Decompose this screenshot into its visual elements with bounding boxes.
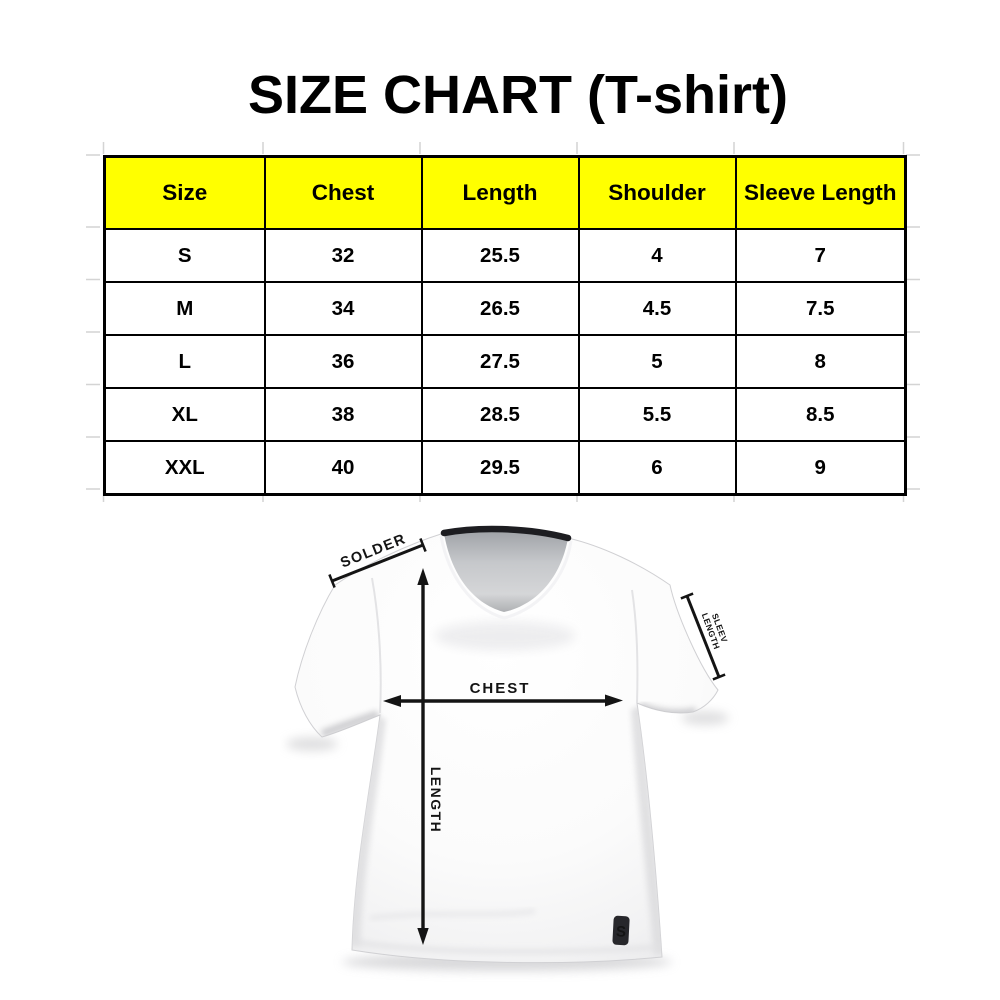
cell-sleeve-length: 7.5 <box>734 281 907 336</box>
neck-opening <box>444 529 568 612</box>
cell-length: 27.5 <box>420 334 580 389</box>
cell-shoulder: 5.5 <box>577 387 737 442</box>
table-row-xxl: XXL 40 29.5 6 9 <box>103 440 907 496</box>
length-arrow <box>417 568 429 945</box>
table-row-l: L 36 27.5 5 8 <box>103 334 907 389</box>
page-title: SIZE CHART (T-shirt) <box>248 65 788 125</box>
cell-length: 26.5 <box>420 281 580 336</box>
column-header-size: Size <box>103 155 266 230</box>
sleeve-label: SLEEV LENGTH <box>700 612 730 651</box>
cell-size: XXL <box>103 440 266 496</box>
shoulder-measure-line <box>328 538 427 588</box>
neckline-rim <box>439 535 573 620</box>
cell-chest: 38 <box>263 387 423 442</box>
collar-band <box>440 525 572 542</box>
cell-length: 29.5 <box>420 440 580 496</box>
hem-logo-tag: S <box>612 915 630 946</box>
tshirt-measurement-diagram: S SOLDER SLEEV LENGTH CHEST <box>286 525 730 971</box>
cell-length: 28.5 <box>420 387 580 442</box>
gridline-ticks-left <box>86 154 100 490</box>
table-row-m: M 34 26.5 4.5 7.5 <box>103 281 907 336</box>
gridline-ticks-right <box>906 154 920 490</box>
cell-chest: 34 <box>263 281 423 336</box>
table-row-s: S 32 25.5 4 7 <box>103 228 907 283</box>
chest-label: CHEST <box>470 680 531 697</box>
cell-shoulder: 4.5 <box>577 281 737 336</box>
cell-sleeve-length: 8.5 <box>734 387 907 442</box>
cell-size: S <box>103 228 266 283</box>
column-header-sleeve-length: Sleeve Length <box>734 155 907 230</box>
cell-size: XL <box>103 387 266 442</box>
tshirt-silhouette <box>294 527 719 964</box>
cell-shoulder: 4 <box>577 228 737 283</box>
table-header-row: Size Chest Length Shoulder Sleeve Length <box>103 155 907 230</box>
cell-sleeve-length: 9 <box>734 440 907 496</box>
size-chart-table: Size Chest Length Shoulder Sleeve Length… <box>103 155 907 496</box>
cell-shoulder: 5 <box>577 334 737 389</box>
column-header-shoulder: Shoulder <box>577 155 737 230</box>
logo-letter: S <box>616 923 627 941</box>
cell-chest: 36 <box>263 334 423 389</box>
sleeve-measure-line <box>680 592 726 681</box>
cell-sleeve-length: 7 <box>734 228 907 283</box>
column-header-chest: Chest <box>263 155 423 230</box>
gridline-ticks-top <box>102 142 905 154</box>
cell-sleeve-length: 8 <box>734 334 907 389</box>
cell-chest: 32 <box>263 228 423 283</box>
chest-arrow <box>383 694 623 707</box>
cell-shoulder: 6 <box>577 440 737 496</box>
length-label: LENGTH <box>428 767 444 834</box>
cell-size: L <box>103 334 266 389</box>
cell-length: 25.5 <box>420 228 580 283</box>
fabric-shading <box>320 577 697 955</box>
cell-chest: 40 <box>263 440 423 496</box>
table-row-xl: XL 38 28.5 5.5 8.5 <box>103 387 907 442</box>
column-header-length: Length <box>420 155 580 230</box>
cell-size: M <box>103 281 266 336</box>
